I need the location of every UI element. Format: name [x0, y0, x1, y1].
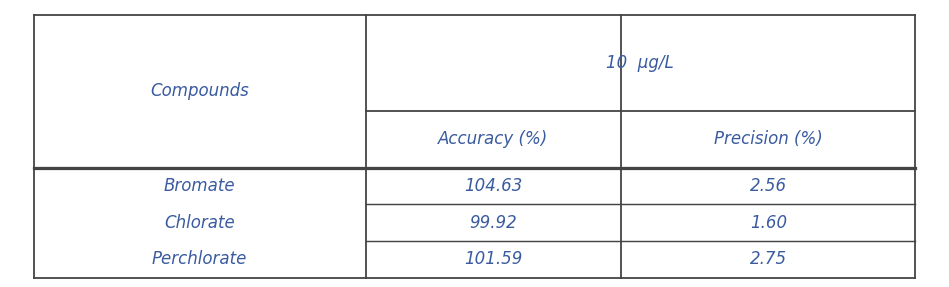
Text: Precision (%): Precision (%) [714, 130, 823, 148]
Text: 1.60: 1.60 [750, 214, 787, 232]
Text: Accuracy (%): Accuracy (%) [438, 130, 549, 148]
Text: 104.63: 104.63 [464, 177, 523, 195]
Text: 101.59: 101.59 [464, 251, 523, 268]
Text: Compounds: Compounds [150, 82, 249, 100]
Text: 10  μg/L: 10 μg/L [606, 54, 674, 72]
Text: 2.56: 2.56 [750, 177, 787, 195]
Text: Perchlorate: Perchlorate [152, 251, 248, 268]
Text: 2.75: 2.75 [750, 251, 787, 268]
Text: 99.92: 99.92 [470, 214, 517, 232]
Text: Chlorate: Chlorate [164, 214, 235, 232]
Text: Bromate: Bromate [164, 177, 235, 195]
